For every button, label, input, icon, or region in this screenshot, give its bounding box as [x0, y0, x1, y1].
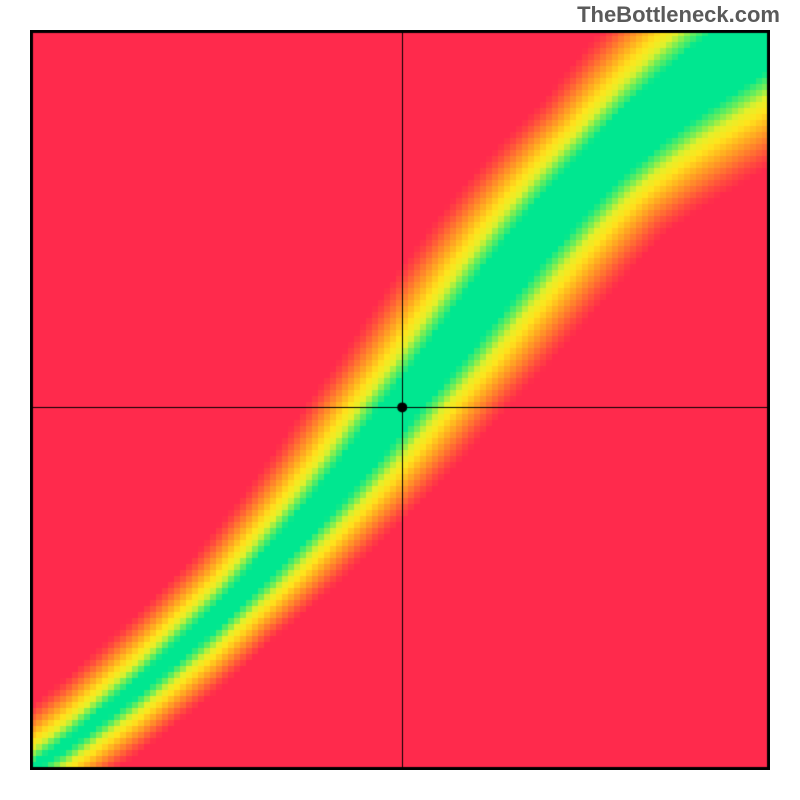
crosshair-overlay [30, 30, 770, 770]
watermark-text: TheBottleneck.com [577, 2, 780, 28]
chart-container: TheBottleneck.com [0, 0, 800, 800]
